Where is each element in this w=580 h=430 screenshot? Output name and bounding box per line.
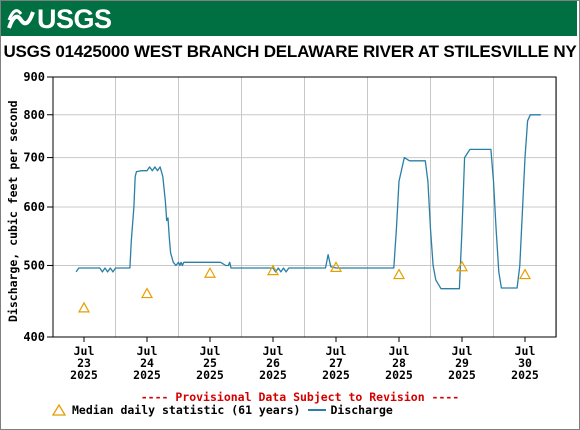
median-marker: [518, 268, 532, 280]
y-tick-label: 600: [23, 200, 45, 214]
median-marker: [392, 268, 406, 280]
usgs-logo-text: USGS: [37, 3, 112, 34]
x-tick-label: 25: [203, 356, 217, 370]
median-marker: [203, 267, 217, 278]
x-tick-label: 2025: [196, 368, 224, 382]
x-tick-label: 30: [518, 356, 532, 370]
y-tick-label: 500: [23, 258, 45, 272]
legend-item-discharge: Discharge: [308, 403, 393, 417]
x-tick-label: 2025: [70, 368, 98, 382]
x-tick-label: 23: [77, 356, 91, 370]
median-marker: [329, 261, 343, 272]
legend-item-median: Median daily statistic (61 years): [52, 403, 300, 417]
median-marker: [266, 264, 280, 276]
median-marker: [455, 260, 469, 272]
median-marker: [140, 287, 154, 299]
x-tick-label: 29: [455, 356, 469, 370]
grid-lines: [53, 77, 557, 337]
x-tick-label: 24: [140, 356, 154, 370]
x-tick-label: 2025: [133, 368, 161, 382]
x-tick-label: 2025: [259, 368, 287, 382]
usgs-header-bar: USGS: [1, 1, 577, 36]
x-axis-ticks: Jul232025Jul242025Jul252025Jul262025Jul2…: [70, 337, 539, 382]
x-tick-label: 27: [329, 356, 343, 370]
x-tick-label: Jul: [137, 344, 158, 358]
y-tick-label: 800: [23, 108, 45, 122]
usgs-logo[interactable]: USGS: [7, 4, 112, 34]
chart-legend: Median daily statistic (61 years) Discha…: [52, 403, 401, 417]
chart-title: USGS 01425000 WEST BRANCH DELAWARE RIVER…: [3, 42, 577, 61]
line-swatch-icon: [308, 409, 327, 411]
x-tick-label: 2025: [322, 368, 350, 382]
y-axis-ticks: 400 500 600 700 800 900: [23, 70, 53, 344]
x-tick-label: 2025: [511, 368, 539, 382]
legend-label-median: Median daily statistic (61 years): [72, 403, 301, 417]
x-tick-label: 2025: [385, 368, 413, 382]
x-tick-label: Jul: [200, 344, 221, 358]
legend-label-discharge: Discharge: [330, 403, 393, 417]
y-tick-label: 400: [23, 330, 45, 344]
x-tick-label: Jul: [74, 344, 95, 358]
y-tick-label: 900: [23, 70, 45, 84]
x-tick-label: 28: [392, 356, 406, 370]
x-tick-label: Jul: [263, 344, 284, 358]
discharge-series-line: [75, 114, 541, 290]
x-tick-label: 26: [266, 356, 280, 370]
usgs-wave-icon: [7, 9, 35, 29]
x-tick-label: Jul: [389, 344, 410, 358]
x-tick-label: 2025: [448, 368, 476, 382]
median-marker: [77, 301, 91, 313]
x-tick-label: Jul: [515, 344, 536, 358]
series-layer: [75, 114, 541, 290]
y-tick-label: 700: [23, 151, 45, 165]
x-tick-label: Jul: [326, 344, 347, 358]
median-markers: [77, 260, 532, 313]
triangle-marker-icon: [52, 404, 66, 416]
provisional-note: ---- Provisional Data Subject to Revisio…: [140, 390, 460, 404]
x-tick-label: Jul: [452, 344, 473, 358]
